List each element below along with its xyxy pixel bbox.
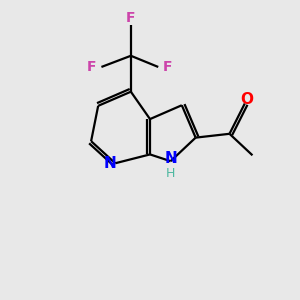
Text: N: N — [164, 151, 177, 166]
Text: N: N — [103, 156, 116, 171]
Text: O: O — [241, 92, 254, 107]
Text: F: F — [87, 60, 97, 74]
Text: F: F — [126, 11, 136, 25]
Text: F: F — [163, 60, 172, 74]
Text: H: H — [166, 167, 175, 180]
